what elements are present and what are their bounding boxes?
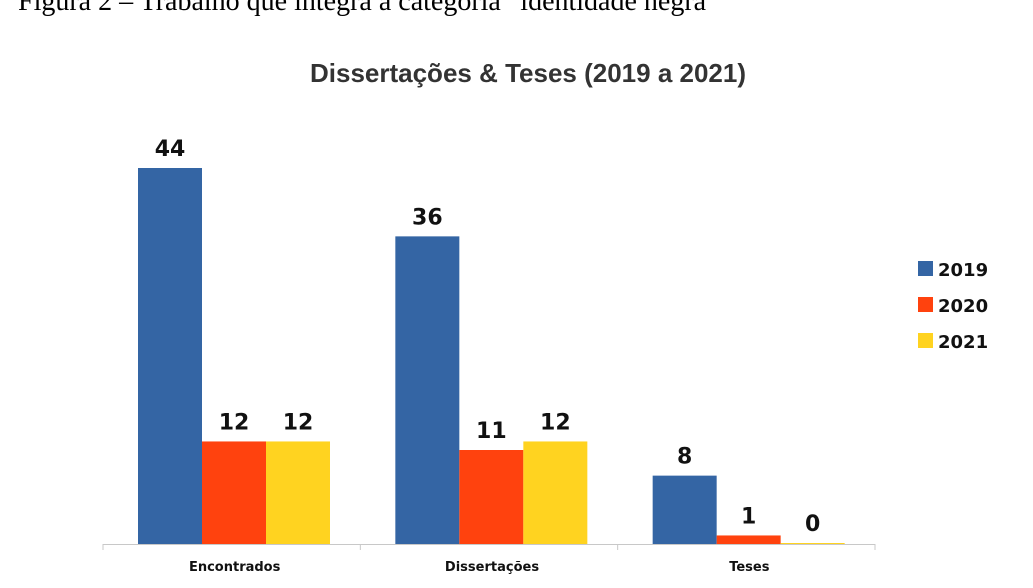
bar-dissertacoes-2019 [395, 236, 460, 544]
legend-label: 2019 [938, 260, 988, 281]
x-axis: Encontrados Dissertações Teses [102, 544, 876, 575]
category-label: Dissertações [445, 560, 539, 575]
data-label: 0 [805, 512, 820, 537]
bar-encontrados-2021 [266, 441, 330, 544]
bar-teses-2020 [716, 535, 781, 544]
data-label: 12 [540, 410, 571, 435]
bar-encontrados-2020 [202, 441, 266, 544]
legend: 2019 2020 2021 [918, 260, 988, 353]
data-label: 1 [741, 504, 756, 529]
bar-encontrados-2019 [138, 168, 202, 544]
legend-label: 2020 [938, 296, 988, 317]
legend-swatch [918, 333, 933, 348]
data-label: 36 [412, 205, 443, 230]
legend-swatch [918, 261, 933, 276]
data-label: 12 [219, 410, 250, 435]
data-label: 8 [677, 445, 692, 470]
figure-caption: Figura 2 – Trabalho que integra a catego… [18, 0, 719, 17]
legend-label: 2021 [938, 332, 988, 353]
bar-teses-2019 [652, 475, 717, 544]
bar-teses-2021 [780, 543, 845, 544]
bar-dissertacoes-2020 [459, 450, 524, 544]
bar-dissertacoes-2021 [523, 441, 588, 544]
category-label: Teses [729, 560, 770, 575]
chart-title: Dissertações & Teses (2019 a 2021) [310, 58, 746, 88]
data-label: 11 [476, 419, 507, 444]
category-label: Encontrados [189, 560, 281, 575]
data-label: 12 [283, 410, 314, 435]
legend-swatch [918, 297, 933, 312]
data-label: 44 [155, 137, 186, 162]
bars-layer: 44 12 12 36 11 12 8 1 0 [138, 137, 845, 544]
